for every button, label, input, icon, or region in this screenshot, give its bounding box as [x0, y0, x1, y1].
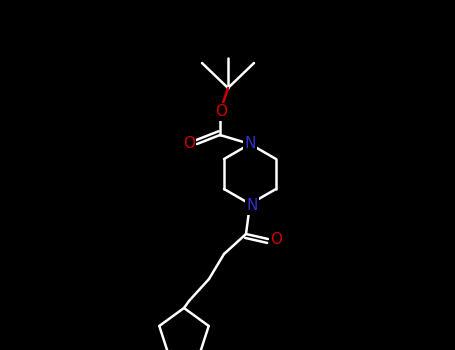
Text: N: N [244, 136, 256, 152]
Text: O: O [183, 136, 195, 152]
Text: N: N [244, 136, 256, 152]
Text: N: N [246, 198, 258, 214]
Text: O: O [270, 231, 282, 246]
Text: O: O [215, 105, 227, 119]
